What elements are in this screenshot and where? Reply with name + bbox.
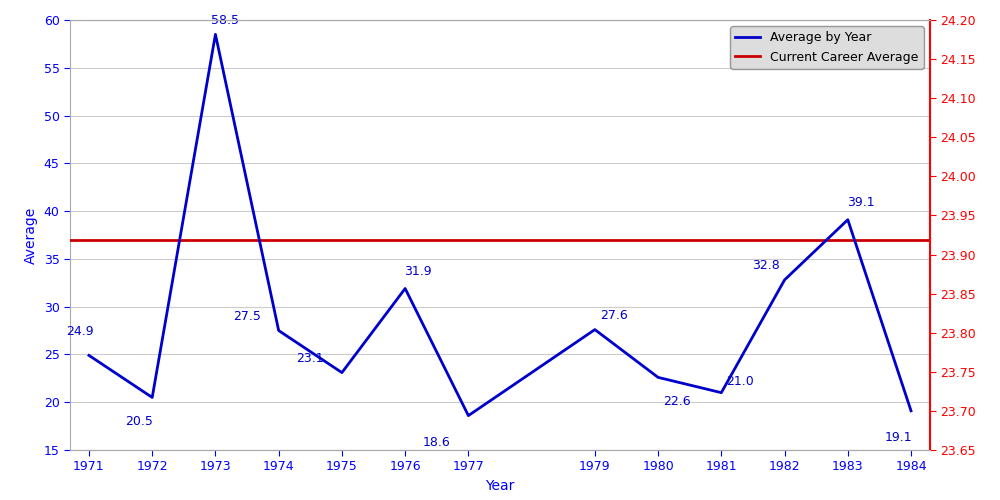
Text: 19.1: 19.1 [885,431,912,444]
Text: 32.8: 32.8 [752,259,779,272]
Text: 18.6: 18.6 [423,436,451,449]
Average by Year [779,277,791,283]
Average by Year [652,374,664,380]
Y-axis label: Average: Average [24,206,38,264]
Text: 39.1: 39.1 [847,196,874,209]
Average by Year [842,216,854,222]
Average by Year [905,408,917,414]
Average by Year [715,390,727,396]
Line: Average by Year: Average by Year [89,34,911,416]
Average by Year [146,394,158,400]
Text: 20.5: 20.5 [126,415,153,428]
Average by Year [273,328,285,334]
Legend: Average by Year, Current Career Average: Average by Year, Current Career Average [730,26,924,68]
Average by Year [462,412,474,418]
Text: 58.5: 58.5 [211,14,239,26]
Text: 24.9: 24.9 [66,325,93,338]
Text: 23.1: 23.1 [296,352,324,365]
Text: 21.0: 21.0 [726,374,754,388]
Text: 31.9: 31.9 [404,265,432,278]
X-axis label: Year: Year [485,479,515,493]
Text: 27.5: 27.5 [233,310,261,322]
Average by Year [399,286,411,292]
Average by Year [83,352,95,358]
Average by Year [589,326,601,332]
Average by Year [336,370,348,376]
Text: 22.6: 22.6 [663,395,691,408]
Text: 27.6: 27.6 [600,309,628,322]
Average by Year [209,32,221,38]
